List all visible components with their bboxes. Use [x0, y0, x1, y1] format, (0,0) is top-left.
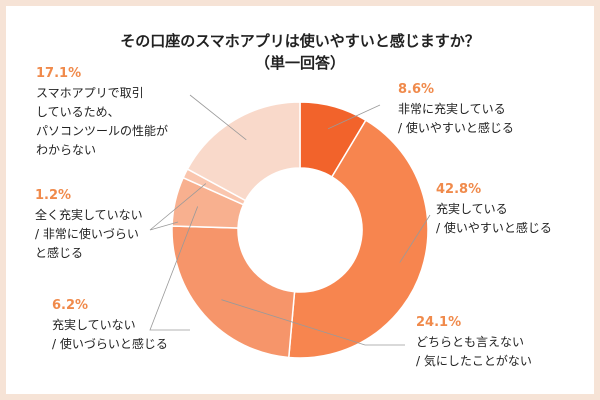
chart-title: その口座のスマホアプリは使いやすいと感じますか？ （単一回答）	[0, 30, 600, 74]
leader-line-0	[327, 104, 381, 130]
slice-name: どちらとも言えない / 気にしたことがない	[416, 335, 532, 368]
slice-percent: 17.1%	[36, 66, 82, 81]
slice-percent: 8.6%	[398, 82, 435, 97]
leader-line-1	[399, 214, 431, 263]
title-line-2: （単一回答）	[254, 54, 345, 72]
donut-slice-5	[186, 101, 301, 202]
slice-name: 充実している / 使いやすいと感じる	[436, 202, 552, 235]
leader-line-4	[149, 183, 207, 231]
slice-name: 充実していない / 使いづらいと感じる	[52, 318, 168, 351]
slice-label-3: 6.2% 充実していない / 使いづらいと感じる	[52, 296, 168, 354]
title-line-1: その口座のスマホアプリは使いやすいと感じますか？	[120, 32, 480, 50]
slice-label-1: 42.8% 充実している / 使いやすいと感じる	[436, 180, 552, 238]
donut-slice-1	[287, 119, 429, 359]
slice-percent: 24.1%	[416, 315, 462, 330]
slice-name: スマホアプリで取引 しているため、 パソコンツールの性能が わからない	[36, 86, 169, 157]
slice-label-2: 24.1% どちらとも言えない / 気にしたことがない	[416, 313, 532, 371]
slice-percent: 42.8%	[436, 182, 482, 197]
slice-name: 非常に充実している / 使いやすいと感じる	[398, 102, 514, 135]
donut-slice-2	[171, 225, 296, 359]
slice-label-0: 8.6% 非常に充実している / 使いやすいと感じる	[398, 80, 514, 138]
donut-hole	[239, 169, 361, 291]
leader-line-5	[189, 94, 247, 141]
leader-line-2	[221, 299, 405, 346]
slice-percent: 6.2%	[52, 298, 89, 313]
leader-line-3	[149, 206, 199, 331]
slice-label-5: 17.1% スマホアプリで取引 しているため、 パソコンツールの性能が わからな…	[36, 64, 168, 160]
slice-name: 全く充実していない / 非常に使いづらい と感じる	[35, 208, 143, 260]
slice-label-4: 1.2% 全く充実していない / 非常に使いづらい と感じる	[35, 186, 143, 263]
slice-percent: 1.2%	[35, 188, 72, 203]
